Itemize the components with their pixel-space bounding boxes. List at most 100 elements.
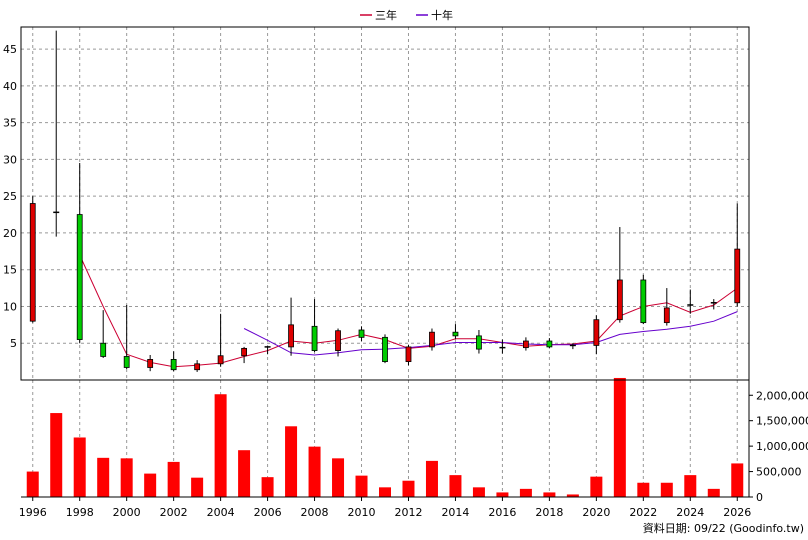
volume-bar — [402, 480, 415, 497]
x-tick-label: 2024 — [676, 506, 704, 519]
price-axis-ticks: 5 10 15 20 25 30 35 40 45 — [3, 43, 17, 350]
candle-body — [100, 342, 107, 357]
candle-body — [335, 330, 341, 351]
data-date-credit: 資料日期: 09/22 (Goodinfo.tw) — [643, 521, 804, 535]
volume-bar — [73, 437, 86, 497]
volume-bars — [26, 377, 744, 497]
candle-body — [523, 340, 529, 349]
volume-bar — [214, 394, 227, 497]
price-tick-label: 15 — [3, 264, 17, 277]
volume-bar — [660, 482, 673, 497]
volume-bar — [144, 473, 157, 497]
x-tick-label: 2014 — [441, 506, 469, 519]
volume-bar — [26, 471, 39, 497]
candle-body — [640, 279, 647, 324]
candle-body — [358, 329, 365, 338]
candle-body — [663, 307, 670, 324]
candle-body — [194, 363, 201, 371]
volume-bar — [285, 426, 298, 497]
price-tick-label: 40 — [3, 80, 17, 93]
price-tick-label: 30 — [3, 153, 17, 166]
candle-body — [593, 319, 600, 346]
price-tick-label: 20 — [3, 227, 17, 240]
ma-line-十年 — [243, 311, 738, 356]
candle-body — [123, 356, 130, 368]
volume-bar — [707, 488, 720, 497]
candle-body — [405, 346, 412, 363]
volume-grid — [32, 380, 738, 497]
volume-bar — [613, 377, 626, 497]
volume-bar — [496, 492, 509, 497]
candle-body — [476, 335, 482, 350]
x-tick-label: 2006 — [254, 506, 282, 519]
volume-bar — [167, 461, 180, 497]
volume-bar — [637, 482, 650, 497]
candle-body — [288, 324, 294, 348]
x-tick-label: 2018 — [535, 506, 563, 519]
legend: 三年 十年 — [360, 8, 453, 22]
price-tick-label: 45 — [3, 43, 17, 56]
legend-label: 十年 — [431, 8, 453, 22]
candle-body — [241, 347, 247, 357]
candlesticks — [29, 30, 741, 372]
volume-bar — [191, 477, 204, 497]
volume-bar — [332, 458, 345, 497]
candle-body — [76, 214, 83, 340]
candle-body — [546, 340, 553, 348]
x-tick-label: 2008 — [301, 506, 329, 519]
legend-label: 三年 — [375, 8, 397, 22]
volume-tick-label: 500,000 — [756, 466, 802, 479]
volume-bar — [449, 475, 462, 497]
x-tick-label: 2004 — [207, 506, 235, 519]
price-tick-label: 5 — [10, 337, 17, 350]
volume-bar — [519, 488, 532, 497]
x-tick-label: 1998 — [66, 506, 94, 519]
x-axis-ticks: 1996 1998 2000 2002 2004 2006 2008 2010 2012 2014… — [19, 497, 751, 519]
x-tick-label: 2020 — [582, 506, 610, 519]
x-tick-label: 2016 — [488, 506, 516, 519]
candle-body — [452, 331, 459, 337]
candle-body — [29, 203, 36, 322]
volume-tick-label: 0 — [756, 491, 763, 504]
volume-bar — [590, 476, 603, 497]
price-tick-label: 35 — [3, 117, 17, 130]
candle-body — [382, 336, 388, 363]
x-tick-label: 2000 — [113, 506, 141, 519]
x-tick-label: 2002 — [160, 506, 188, 519]
price-tick-label: 25 — [3, 190, 17, 203]
candle-body — [734, 248, 741, 304]
price-tick-label: 10 — [3, 300, 17, 313]
volume-bar — [261, 477, 274, 497]
volume-bar — [120, 458, 133, 497]
volume-bar — [543, 492, 556, 497]
volume-bar — [97, 457, 110, 497]
x-tick-label: 1996 — [19, 506, 47, 519]
volume-tick-label: 1,000,000 — [756, 440, 808, 453]
candle-body — [170, 359, 177, 371]
x-tick-label: 2010 — [348, 506, 376, 519]
volume-axis-ticks: 0 500,000 1,000,000 1,500,000 2,000,000 — [749, 389, 808, 504]
price-plot-frame — [20, 26, 750, 381]
candle-body — [311, 325, 318, 351]
volume-bar — [355, 475, 368, 497]
volume-bar — [50, 413, 63, 497]
volume-bar — [566, 494, 579, 497]
candle-body — [147, 359, 154, 368]
volume-bar — [379, 487, 391, 497]
volume-tick-label: 1,500,000 — [756, 415, 808, 428]
volume-tick-label: 2,000,000 — [756, 389, 808, 402]
x-tick-label: 2012 — [394, 506, 422, 519]
plot-frames — [20, 26, 750, 498]
candle-body — [429, 331, 435, 348]
volume-bar — [731, 463, 744, 497]
candle-body — [217, 355, 224, 365]
candle-body — [616, 279, 623, 321]
x-tick-label: 2026 — [723, 506, 751, 519]
x-tick-label: 2022 — [629, 506, 657, 519]
volume-bar — [425, 460, 438, 497]
price-grid — [21, 27, 749, 380]
volume-bar — [472, 487, 485, 497]
volume-bar — [308, 446, 321, 497]
volume-bar — [684, 475, 697, 497]
